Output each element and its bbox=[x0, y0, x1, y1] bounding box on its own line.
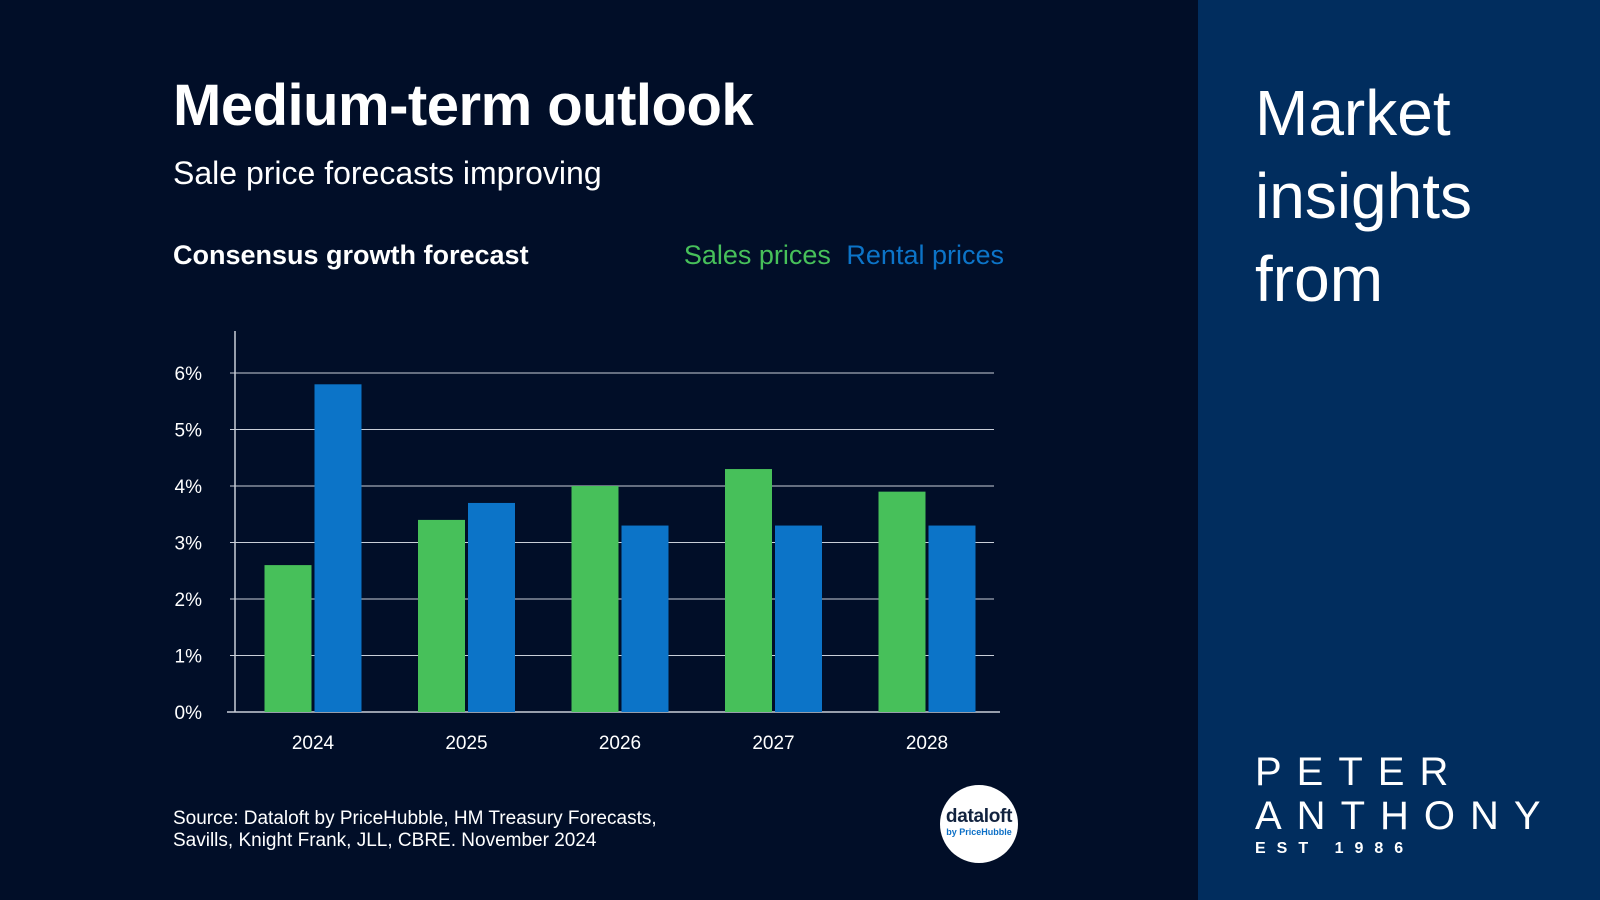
sidebar-heading: Market insights from bbox=[1255, 72, 1472, 321]
source-note: Source: Dataloft by PriceHubble, HM Trea… bbox=[173, 808, 793, 852]
sidebar-line-3: from bbox=[1255, 243, 1383, 315]
bar-rental bbox=[928, 525, 976, 712]
x-tick-label: 2026 bbox=[599, 733, 641, 754]
bar-sales bbox=[418, 519, 465, 712]
y-tick-label: 0% bbox=[175, 703, 203, 724]
bar-sales bbox=[878, 491, 926, 712]
chart-legend: Sales prices Rental prices bbox=[676, 240, 1004, 271]
y-tick-label: 2% bbox=[175, 590, 203, 611]
sidebar-line-1: Market bbox=[1255, 77, 1451, 149]
chart-title: Consensus growth forecast bbox=[173, 240, 529, 270]
y-tick-label: 3% bbox=[175, 534, 203, 555]
y-tick-label: 5% bbox=[175, 421, 203, 442]
y-tick-label: 6% bbox=[175, 364, 203, 385]
bar-chart: 0% 1% 2% 3% 4% 5% 6% 2024 2025 2026 2027 2028 bbox=[175, 331, 1000, 754]
x-tick-label: 2024 bbox=[292, 733, 335, 754]
source-line-2: Savills, Knight Frank, JLL, CBRE. Novemb… bbox=[173, 830, 597, 851]
bar-rental bbox=[621, 525, 669, 712]
logo-line-3: EST 1986 bbox=[1255, 840, 1415, 857]
bar-sales bbox=[725, 469, 772, 712]
bar-sales bbox=[264, 565, 312, 712]
bar-rental bbox=[314, 384, 362, 712]
dataloft-logo: dataloft by PriceHubble bbox=[940, 785, 1018, 863]
side-panel bbox=[1198, 0, 1600, 900]
y-tick-label: 1% bbox=[175, 647, 203, 668]
bar-rental bbox=[775, 525, 822, 712]
bar-rental bbox=[468, 502, 515, 712]
x-tick-label: 2025 bbox=[445, 733, 487, 754]
y-tick-label: 4% bbox=[175, 477, 203, 498]
bar-sales bbox=[571, 486, 619, 712]
x-tick-label: 2027 bbox=[752, 733, 794, 754]
page-title: Medium-term outlook bbox=[173, 73, 754, 138]
x-tick-label: 2028 bbox=[906, 733, 948, 754]
dataloft-logo-name: dataloft bbox=[945, 806, 1013, 827]
page-subtitle: Sale price forecasts improving bbox=[173, 155, 602, 191]
logo-line-1: PETER bbox=[1255, 750, 1464, 794]
source-line-1: Source: Dataloft by PriceHubble, HM Trea… bbox=[173, 808, 657, 829]
logo-line-2: ANTHONY bbox=[1255, 794, 1556, 838]
main-panel bbox=[0, 0, 1198, 900]
legend-sales: Sales prices bbox=[683, 240, 831, 270]
legend-rental: Rental prices bbox=[846, 240, 1004, 270]
dataloft-logo-sub: by PriceHubble bbox=[946, 827, 1012, 837]
peter-anthony-logo: PETER ANTHONY EST 1986 bbox=[1255, 752, 1556, 858]
sidebar-line-2: insights bbox=[1255, 160, 1472, 232]
